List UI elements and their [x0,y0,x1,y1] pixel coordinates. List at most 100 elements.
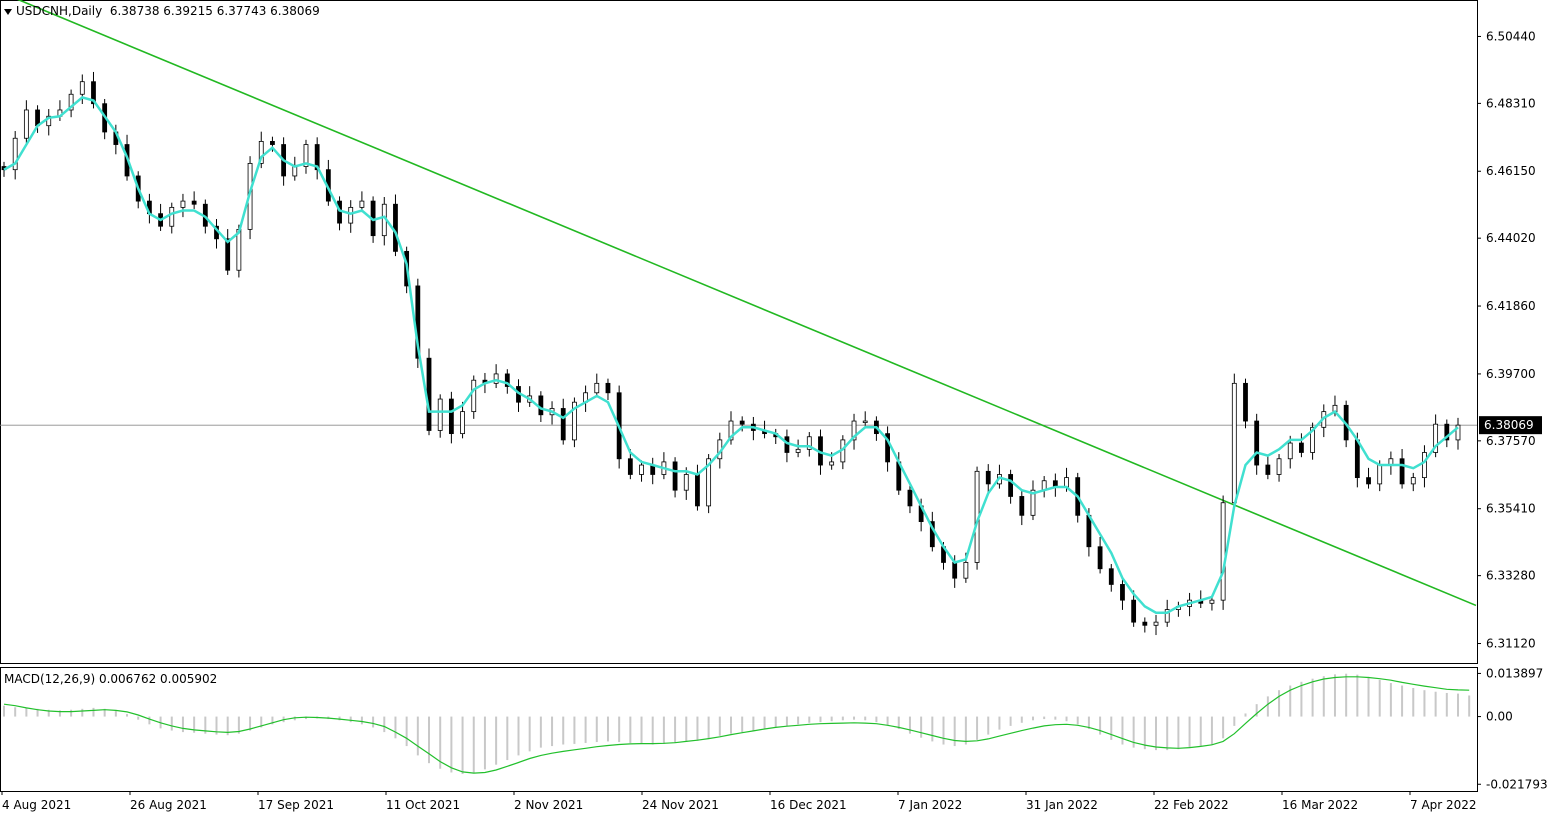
candle [650,457,656,485]
candle-body [795,448,801,453]
candle [1019,489,1025,526]
candle-body [1444,423,1450,441]
candle-body [1131,599,1137,623]
current-price-marker[interactable]: 6.38069 [1479,416,1542,435]
current-price-box [1479,416,1542,435]
candle-body [1254,420,1260,466]
candle-body [1142,621,1148,626]
current-price-label: 6.38069 [1484,418,1534,432]
collapse-triangle-icon[interactable] [4,8,12,15]
candle [605,378,611,400]
price-tick-label: 6.48310 [1486,96,1536,110]
candle-body [639,464,644,475]
candle-body [907,489,913,507]
candle-body [169,206,175,227]
macd-tick-label: -0.021793 [1486,777,1548,791]
time-tick-label: 26 Aug 2021 [130,798,207,812]
candle [426,348,432,436]
candle-body [829,461,835,466]
ma-line [3,96,1459,614]
trendline-segment [17,0,1477,607]
candle-body [393,203,398,252]
candle [180,193,186,218]
price-panel-frame [0,0,1478,664]
candle-body [605,382,611,394]
candle [1175,601,1181,617]
candle-body [1310,426,1315,453]
candle-body [1422,452,1427,479]
candle [1265,455,1271,480]
candle-body [236,228,242,271]
candle [661,452,667,480]
candle [985,464,991,494]
candle [1455,417,1461,450]
candle-body [1120,584,1125,601]
candle [337,196,342,231]
macd-panel: 0.013897 0.00 -0.021793 [3,666,1548,791]
candle-body [1153,621,1159,626]
candle-body [1354,439,1360,479]
candle [325,159,331,206]
time-tick-label: 31 Jan 2022 [1026,798,1098,812]
candle [851,413,857,450]
candle-body [1231,382,1237,504]
candle-body [672,461,678,491]
price-tick-label: 6.44020 [1486,231,1536,245]
time-tick-label: 24 Nov 2021 [642,798,719,812]
candle [471,375,477,419]
candle [303,139,309,174]
price-tick-label: 6.50440 [1486,29,1536,43]
candle [214,219,219,249]
candle-body [1399,458,1405,485]
symbol-header[interactable]: USDCNH,Daily 6.38738 6.39215 6.37743 6.3… [4,4,320,18]
price-tick-label: 6.37570 [1486,434,1536,448]
candle-body [359,200,365,208]
candle-body [851,420,857,441]
macd-signal-line [3,676,1470,774]
candle-body [594,382,600,394]
candle-body [270,140,275,145]
candle-body [46,115,52,127]
candle [560,398,566,445]
candle-body [560,408,566,441]
candle [460,401,465,439]
time-tick-label: 11 Oct 2021 [386,798,460,812]
candle [348,200,354,233]
candle-body [1410,477,1416,485]
candle [516,379,521,412]
candle-body [1097,546,1103,570]
candle-body [258,140,264,164]
candle [314,137,320,180]
time-tick-label: 17 Sep 2021 [258,798,334,812]
candle-body [448,398,454,435]
candle [862,411,868,426]
candle [393,194,398,257]
candle-body [695,474,700,507]
candle-body [885,433,890,463]
moving-average [3,96,1459,614]
candle [1220,495,1226,610]
candle [773,428,779,444]
time-tick-label: 7 Apr 2022 [1410,798,1477,812]
candle [1299,433,1304,458]
candle [1399,449,1405,489]
candle [1041,476,1047,498]
candle-body [504,373,510,387]
price-tick-label: 6.35410 [1486,502,1536,516]
candle [1444,419,1450,448]
time-tick-label: 22 Feb 2022 [1154,798,1229,812]
candle-body [292,166,298,177]
candle [784,429,790,463]
candle-body [12,137,18,171]
candle [1433,414,1439,458]
candle [359,191,365,213]
candle [1097,536,1103,574]
candle-body [952,562,958,579]
candle [1052,473,1058,497]
macd-label: MACD(12,26,9) 0.006762 0.005902 [4,672,218,686]
candle [23,100,29,143]
candle-body [348,206,354,224]
candle [1030,480,1036,521]
candle [169,202,175,234]
